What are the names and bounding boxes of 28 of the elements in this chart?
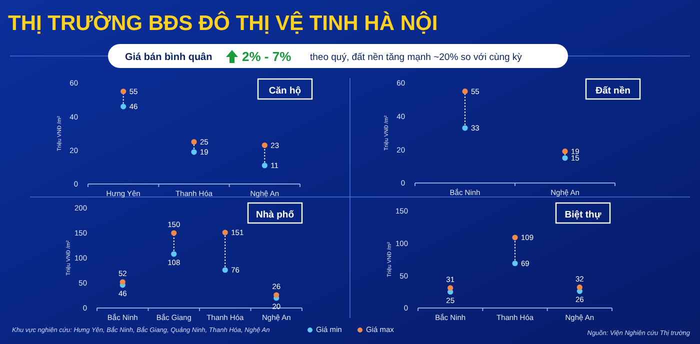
chart-title: Đất nền [596, 85, 631, 96]
point [120, 104, 126, 110]
text: Giá bán bình quân [125, 52, 212, 63]
point [120, 88, 126, 94]
point [576, 284, 582, 290]
point [448, 285, 454, 291]
point [512, 234, 518, 240]
point [171, 251, 177, 257]
chart-title: Căn hộ [268, 85, 302, 96]
point [462, 125, 468, 131]
point [171, 230, 177, 236]
point [562, 155, 568, 161]
point [191, 139, 197, 145]
point [462, 88, 468, 94]
text: theo quý, đất nền tăng mạnh ~20% so với cùng kỳ [310, 52, 522, 63]
point [120, 279, 126, 285]
point [262, 162, 268, 168]
text: THỊ TRƯỜNG BĐS ĐÔ THỊ VỆ TINH HÀ NỘI [8, 11, 438, 35]
point [562, 148, 568, 154]
point [262, 142, 268, 148]
point [274, 292, 280, 298]
point [222, 267, 228, 273]
text: 2% - 7% [242, 49, 292, 64]
chart-title: Nhà phố [256, 209, 294, 220]
chart-title: Biệt thự [564, 209, 602, 220]
point [222, 230, 228, 236]
point [512, 260, 518, 266]
point [191, 149, 197, 155]
